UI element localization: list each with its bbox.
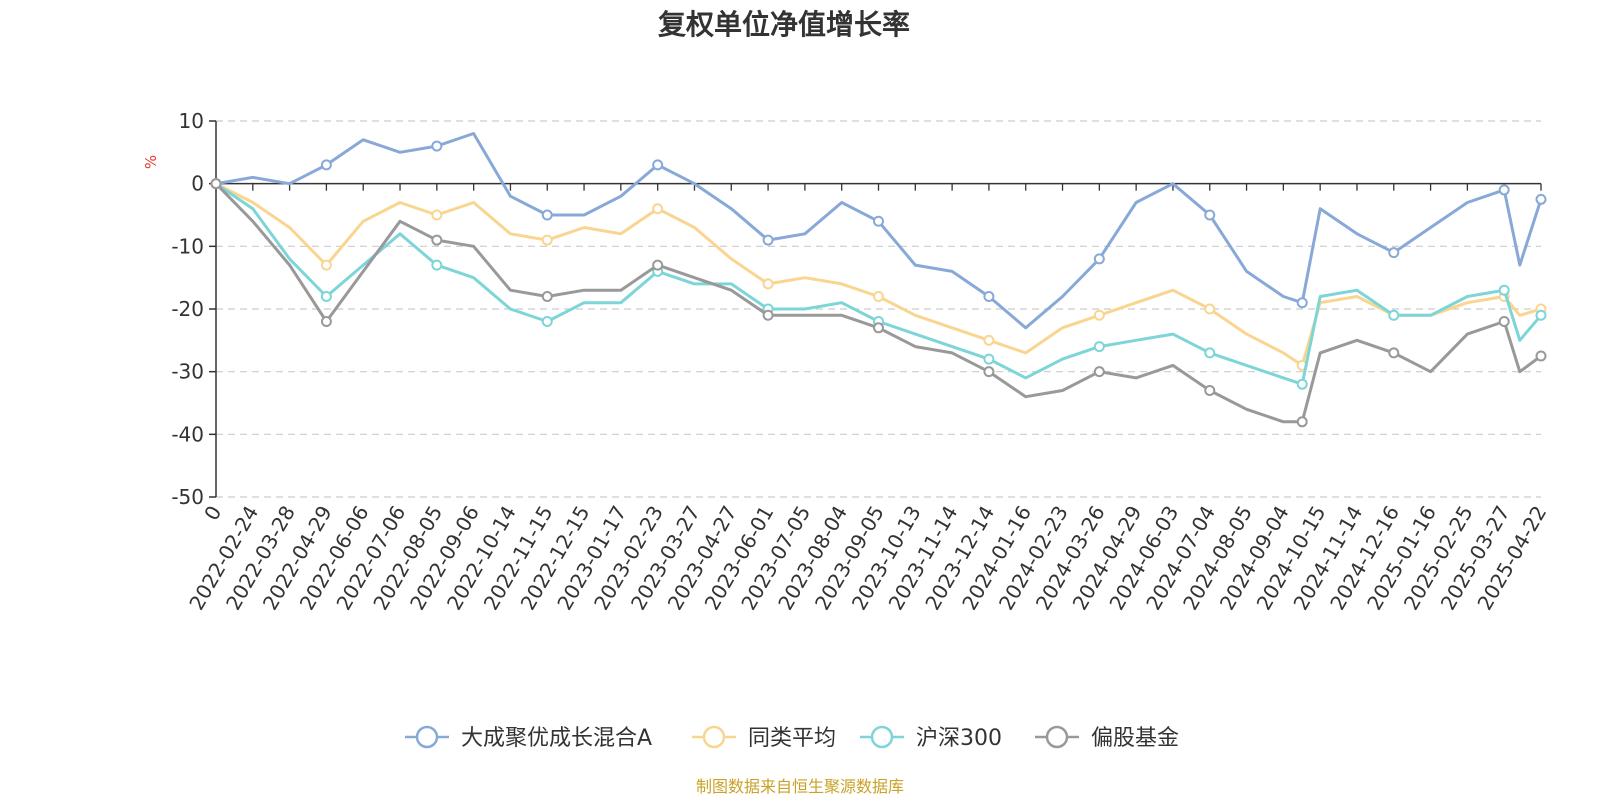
series-point (1204, 347, 1216, 359)
series-point (1498, 184, 1510, 196)
series-point (873, 322, 884, 334)
series-point (541, 234, 553, 246)
series-point (1204, 303, 1216, 315)
series-point (1296, 378, 1308, 390)
series-point (873, 215, 884, 227)
series-point (762, 234, 774, 246)
series-point (1535, 193, 1547, 205)
axes: 100-10-20-30-40-5002022-02-242022-03-282… (171, 109, 1551, 614)
series-point (983, 353, 995, 365)
series-point (983, 334, 995, 346)
legend-marker (415, 725, 439, 749)
y-axis-unit: % (142, 155, 160, 169)
legend-label: 偏股基金 (1091, 726, 1179, 751)
series-point (431, 140, 443, 152)
y-tick-label: 10 (179, 109, 204, 133)
legend-marker (702, 725, 726, 749)
legend-label: 大成聚优成长混合A (461, 726, 652, 751)
series-point (541, 290, 553, 302)
series-line (215, 182, 1543, 386)
series-point (652, 159, 664, 171)
series-point (873, 290, 884, 302)
series-point (1388, 347, 1400, 359)
series-point (983, 366, 995, 378)
series-point (1204, 384, 1216, 396)
legend-marker (1045, 725, 1069, 749)
series-point (320, 259, 332, 271)
series-point (431, 234, 443, 246)
series-3 (210, 178, 1547, 428)
series-point (1388, 309, 1400, 321)
source-note: 制图数据来自恒生聚源数据库 (696, 777, 904, 796)
series-point (1093, 309, 1105, 321)
legend: 大成聚优成长混合A 同类平均 沪深300 偏股基金 (405, 725, 1179, 751)
y-tick-label: -30 (171, 360, 204, 384)
legend-item[interactable]: 沪深300 (860, 725, 1002, 751)
series-point (1093, 341, 1105, 353)
series-point (210, 178, 222, 190)
legend-item[interactable]: 偏股基金 (1035, 725, 1179, 751)
series-line (214, 182, 1542, 424)
chart-title: 复权单位净值增长率 (658, 8, 910, 41)
y-tick-label: 0 (191, 172, 204, 196)
y-tick-label: -20 (171, 297, 204, 321)
series-point (541, 209, 553, 221)
x-tick-label: 0 (199, 502, 226, 525)
series-point (1093, 253, 1105, 265)
legend-label: 同类平均 (748, 726, 836, 751)
series-point (983, 290, 995, 302)
series-2 (210, 178, 1547, 390)
series-point (1204, 209, 1216, 221)
y-tick-label: -50 (171, 485, 204, 509)
series-line (215, 182, 1542, 367)
legend-item[interactable]: 大成聚优成长混合A (405, 725, 652, 751)
series-point (1535, 309, 1547, 321)
series-point (1093, 366, 1105, 378)
y-tick-label: -10 (171, 234, 204, 258)
legend-marker (870, 725, 894, 749)
series-point (652, 259, 664, 271)
series-point (320, 316, 332, 328)
series-point (762, 309, 774, 321)
gridlines (216, 120, 1541, 498)
series-line (215, 132, 1543, 330)
series-lines (210, 132, 1547, 428)
series-point (1296, 416, 1308, 428)
series-point (1535, 350, 1547, 362)
series-point (1498, 284, 1510, 296)
series-point (320, 159, 332, 171)
series-point (431, 209, 443, 221)
series-point (762, 278, 774, 290)
series-point (1498, 316, 1510, 328)
series-point (1388, 247, 1400, 259)
legend-item[interactable]: 同类平均 (692, 725, 836, 751)
series-point (320, 290, 332, 302)
series-1 (210, 178, 1547, 371)
legend-label: 沪深300 (916, 726, 1002, 751)
series-point (431, 259, 443, 271)
series-point (541, 316, 553, 328)
y-tick-label: -40 (171, 422, 204, 446)
series-point (652, 203, 664, 215)
series-point (1296, 297, 1308, 309)
